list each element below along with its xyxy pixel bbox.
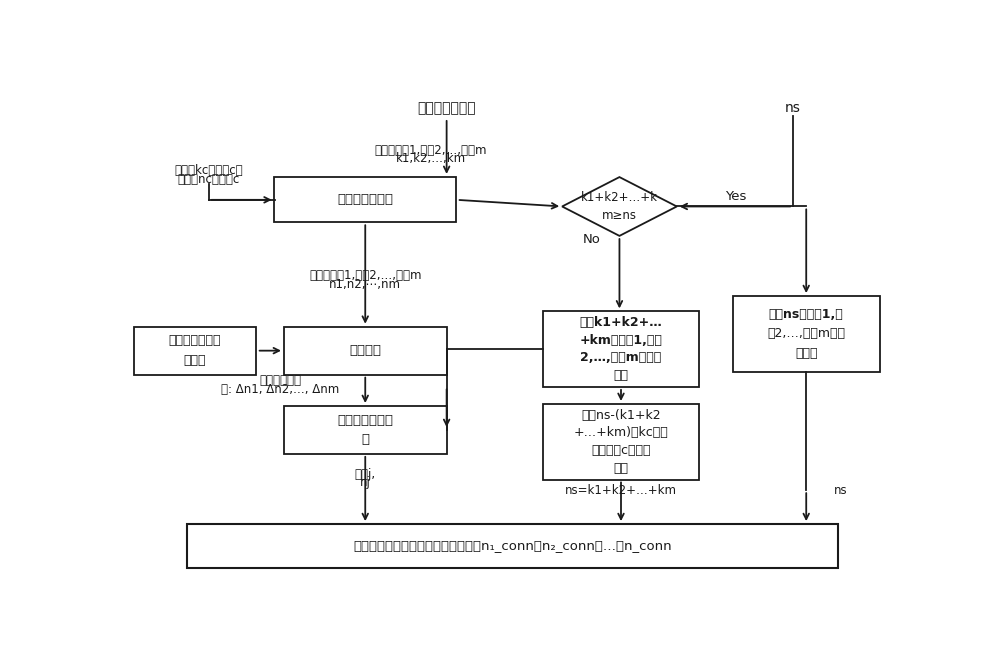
Text: 循环投入基准: 循环投入基准: [259, 374, 301, 387]
Text: 波器: 波器: [614, 461, 629, 475]
Text: 可投入类型1,类型2,…,类型m: 可投入类型1,类型2,…,类型m: [375, 143, 487, 157]
Text: nj: nj: [360, 476, 371, 489]
Text: ns=k1+k2+…+km: ns=k1+k2+…+km: [565, 484, 677, 497]
Text: +km组类型1,类型: +km组类型1,类型: [580, 334, 662, 347]
Text: +…+km)与kc较小: +…+km)与kc较小: [574, 426, 668, 440]
Text: 类型j,: 类型j,: [355, 468, 376, 481]
Text: 値: 値: [361, 433, 369, 446]
FancyBboxPatch shape: [543, 311, 699, 387]
Text: 投入k1+k2+…: 投入k1+k2+…: [580, 316, 662, 329]
Text: m≥ns: m≥ns: [602, 209, 637, 222]
Text: Yes: Yes: [725, 190, 746, 203]
Text: No: No: [583, 232, 600, 246]
FancyBboxPatch shape: [187, 524, 838, 568]
Text: k1,k2,…,km: k1,k2,…,km: [396, 153, 466, 165]
Text: 交流滤波器状态: 交流滤波器状态: [417, 101, 476, 115]
FancyBboxPatch shape: [284, 327, 447, 374]
Text: 滤波器: 滤波器: [795, 347, 817, 360]
Text: 可投入kc组类型c和: 可投入kc组类型c和: [174, 164, 243, 177]
Text: 2,…,类型m交流滤: 2,…,类型m交流滤: [580, 351, 662, 365]
Text: 已投入类型1,类型2,…,类型m: 已投入类型1,类型2,…,类型m: [309, 269, 422, 282]
Text: ns: ns: [834, 484, 848, 497]
FancyBboxPatch shape: [284, 406, 447, 454]
Text: 値: Δn1, Δn2,…, Δnm: 値: Δn1, Δn2,…, Δnm: [221, 382, 339, 396]
Text: 投入ns-(k1+k2: 投入ns-(k1+k2: [581, 409, 661, 422]
Text: n1,n2,⋯,nm: n1,n2,⋯,nm: [329, 278, 401, 291]
Text: 投入ns组类型1,类: 投入ns组类型1,类: [769, 308, 844, 321]
Text: 配置表: 配置表: [184, 354, 206, 367]
FancyBboxPatch shape: [274, 177, 456, 222]
FancyBboxPatch shape: [543, 404, 699, 479]
Text: ns: ns: [785, 101, 801, 115]
Text: 型2,…,类型m交流: 型2,…,类型m交流: [767, 327, 845, 340]
Text: 减法运算: 减法运算: [349, 344, 381, 357]
FancyBboxPatch shape: [134, 327, 256, 374]
Text: 交流滤波器分类: 交流滤波器分类: [337, 193, 393, 207]
FancyBboxPatch shape: [733, 296, 880, 372]
Polygon shape: [562, 177, 677, 236]
Text: 値组类型c交流滤: 値组类型c交流滤: [591, 444, 651, 457]
Text: 按优先级取最小: 按优先级取最小: [337, 414, 393, 427]
Text: 已投入nc组类型c: 已投入nc组类型c: [178, 173, 240, 186]
Text: k1+k2+…+k: k1+k2+…+k: [581, 191, 658, 204]
Text: 计算投入各种类型的交流滤波器数盫n₁_conn，n₂_conn，…，n_conn: 计算投入各种类型的交流滤波器数盫n₁_conn，n₂_conn，…，n_conn: [353, 539, 672, 552]
Text: 绝对最小滤波器: 绝对最小滤波器: [168, 335, 221, 347]
Text: 波器: 波器: [614, 369, 629, 382]
